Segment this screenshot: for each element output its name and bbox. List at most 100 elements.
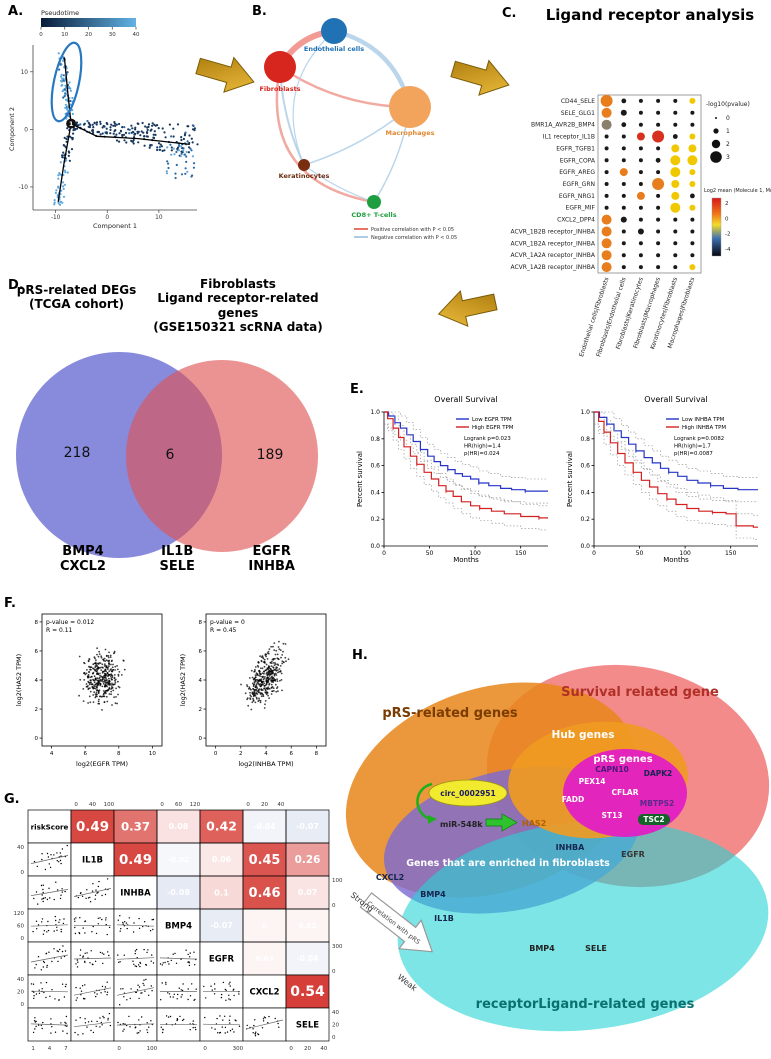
venn-left-title-line2: (TCGA cohort) [28, 297, 125, 312]
svg-text:0.54: 0.54 [290, 984, 325, 1000]
svg-text:100: 100 [147, 1046, 158, 1052]
svg-text:0: 0 [332, 1035, 336, 1041]
svg-text:300: 300 [332, 944, 343, 950]
svg-text:Keratinocytes: Keratinocytes [279, 172, 330, 180]
svg-text:4: 4 [50, 751, 54, 757]
svg-text:100: 100 [104, 802, 115, 808]
svg-text:0.08: 0.08 [169, 822, 189, 831]
svg-text:100: 100 [469, 550, 481, 557]
svg-text:riskScore: riskScore [31, 823, 69, 832]
svg-text:0: 0 [39, 32, 43, 38]
svg-text:p(HR)=0.0087: p(HR)=0.0087 [674, 451, 713, 457]
svg-text:High INHBA TPM: High INHBA TPM [682, 425, 726, 431]
svg-text:2: 2 [239, 751, 243, 757]
svg-text:0.6: 0.6 [580, 463, 590, 470]
svg-text:-0.02: -0.02 [168, 855, 189, 864]
svg-text:30: 30 [109, 32, 116, 38]
svg-text:HAS2: HAS2 [522, 819, 546, 828]
gene-label: CXCL2 [60, 559, 106, 574]
svg-text:0: 0 [21, 870, 25, 876]
svg-text:SELE: SELE [585, 944, 607, 953]
svg-text:0.07: 0.07 [298, 888, 317, 897]
svg-text:10: 10 [155, 215, 163, 221]
svg-text:0.45: 0.45 [249, 853, 281, 868]
svg-text:pRS genes: pRS genes [593, 754, 652, 765]
svg-text:0: 0 [289, 1046, 293, 1052]
svg-text:-0.07: -0.07 [210, 921, 233, 930]
svg-text:Hub genes: Hub genes [552, 729, 615, 741]
svg-text:1: 1 [69, 120, 74, 128]
svg-text:receptorLigand-related genes: receptorLigand-related genes [476, 997, 695, 1012]
svg-text:0.2: 0.2 [370, 516, 380, 523]
svg-text:Negative correlation with P <: Negative correlation with P < 0.05 [371, 235, 457, 241]
svg-text:0: 0 [262, 922, 267, 930]
svg-text:IL1 receptor_IL1B: IL1 receptor_IL1B [543, 134, 595, 141]
svg-text:EGFR_NRG1: EGFR_NRG1 [559, 193, 595, 200]
svg-text:6: 6 [199, 649, 203, 655]
svg-text:20: 20 [85, 32, 92, 38]
svg-text:Fibroblasts: Fibroblasts [259, 85, 300, 93]
svg-text:300: 300 [233, 1046, 244, 1052]
svg-text:0.1: 0.1 [214, 887, 229, 897]
venn-right-title-line2: Ligand receptor-related genes [157, 291, 319, 320]
venn-gene-col1: BMP4 CXCL2 [60, 544, 106, 574]
svg-text:EGFR_AREG: EGFR_AREG [559, 169, 595, 176]
svg-text:Low INHBA TPM: Low INHBA TPM [682, 417, 725, 423]
svg-text:Months: Months [663, 556, 689, 564]
svg-text:HR(high)=1.7: HR(high)=1.7 [674, 444, 711, 450]
svg-text:0: 0 [160, 802, 164, 808]
svg-text:Pseudotime: Pseudotime [41, 9, 79, 17]
svg-text:1: 1 [31, 1046, 35, 1052]
survival-plot-inhba: 0 50 100 150 0.0 0.2 0.4 0.6 0.8 1.0 Overall Survi… [566, 395, 758, 564]
svg-text:BMR1A_AVR2B_BMP4: BMR1A_AVR2B_BMP4 [531, 122, 595, 129]
svg-text:20: 20 [304, 1046, 311, 1052]
survival-plot-egfr: 0 50 100 150 0.0 0.2 0.4 0.6 0.8 1.0 Overall Survi… [356, 395, 548, 564]
svg-text:40: 40 [332, 1010, 339, 1016]
svg-text:2: 2 [726, 141, 730, 148]
svg-text:PEX14: PEX14 [579, 777, 606, 786]
svg-text:0: 0 [35, 736, 39, 742]
venn-right-title-line3: (GSE150321 scRNA data) [153, 320, 323, 335]
svg-text:BMP4: BMP4 [529, 944, 555, 953]
svg-text:0: 0 [117, 1046, 121, 1052]
ligand-receptor-title: Ligand receptor analysis [545, 6, 755, 24]
svg-text:EGFR_MIF: EGFR_MIF [566, 205, 596, 212]
svg-text:0: 0 [382, 550, 386, 557]
svg-text:ACVR_1A2B receptor_INHBA: ACVR_1A2B receptor_INHBA [510, 264, 595, 271]
svg-text:120: 120 [14, 911, 25, 917]
svg-text:8: 8 [117, 751, 121, 757]
svg-text:circ_0002951: circ_0002951 [440, 789, 495, 798]
euler-summary-diagram: pRS-related genes Survival related gene Hu… [345, 664, 770, 1032]
svg-text:40: 40 [133, 32, 140, 38]
svg-text:TSC2: TSC2 [643, 815, 664, 824]
svg-text:100: 100 [332, 878, 343, 884]
svg-text:miR-548k: miR-548k [440, 820, 483, 829]
svg-text:0.49: 0.49 [76, 820, 109, 835]
svg-text:R = 0.11: R = 0.11 [46, 627, 73, 634]
svg-text:0: 0 [105, 215, 109, 221]
panel-d-label: D. [8, 278, 24, 293]
svg-text:EGFR: EGFR [209, 955, 235, 965]
gene-label: IL1B [161, 544, 194, 559]
svg-text:-log10(pvalue): -log10(pvalue) [706, 101, 750, 108]
svg-text:0.46: 0.46 [248, 886, 280, 901]
svg-text:1.0: 1.0 [580, 409, 590, 416]
svg-text:Overall Survival: Overall Survival [434, 395, 497, 404]
svg-text:50: 50 [426, 550, 434, 557]
svg-text:20: 20 [17, 990, 24, 996]
svg-text:0.0: 0.0 [580, 543, 590, 550]
panel-b-label: B. [252, 4, 267, 19]
correlation-matrix: riskScore 0.49 0.37 0.08 0.42 -0.04 -0.07 IL1B 0… [14, 802, 343, 1052]
panel-h-label: H. [352, 648, 368, 663]
svg-text:0.26: 0.26 [295, 854, 321, 866]
svg-text:40: 40 [277, 802, 284, 808]
svg-text:HR(high)=1.4: HR(high)=1.4 [464, 444, 501, 450]
svg-text:0: 0 [203, 1046, 207, 1052]
svg-text:CAPN10: CAPN10 [595, 765, 629, 774]
svg-text:4: 4 [264, 751, 268, 757]
venn-left-count: 218 [63, 445, 91, 461]
svg-text:Survival related gene: Survival related gene [561, 685, 719, 700]
svg-text:log2(HAS2 TPM): log2(HAS2 TPM) [15, 654, 23, 706]
svg-text:pRS-related genes: pRS-related genes [382, 706, 518, 721]
svg-text:CD8+ T-cells: CD8+ T-cells [351, 211, 396, 219]
